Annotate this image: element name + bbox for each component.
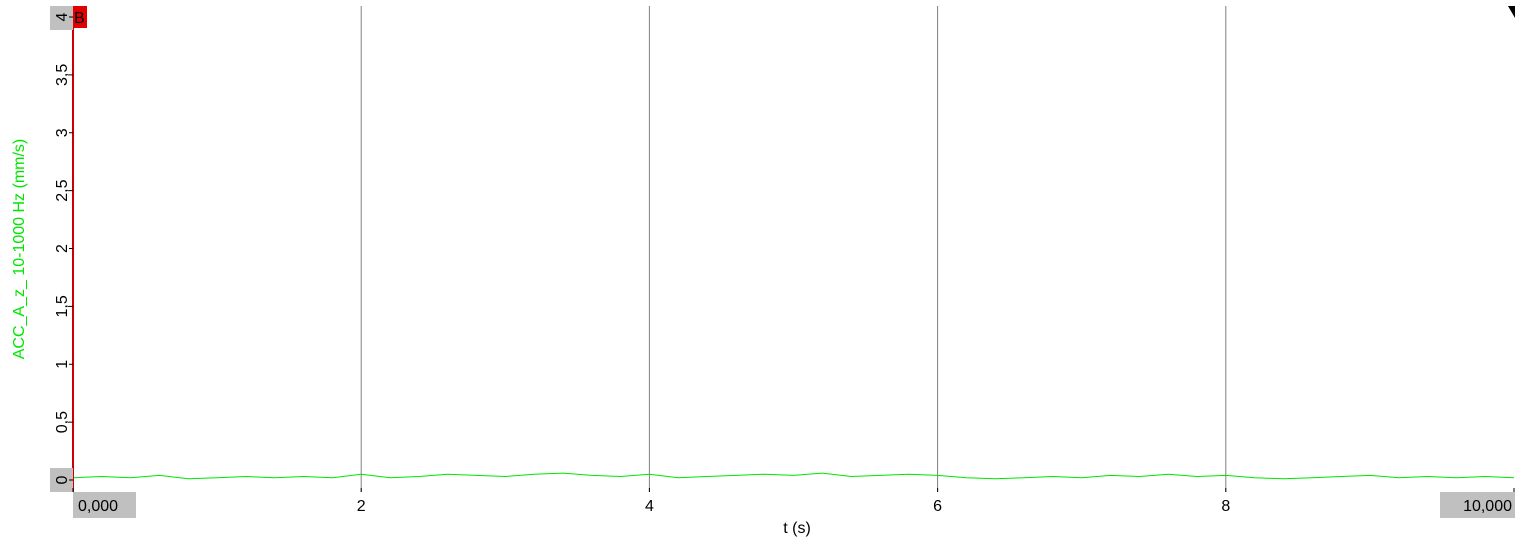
- y-max-badge: [50, 6, 73, 30]
- cursor-label: B: [74, 10, 85, 27]
- x-min-badge: [73, 492, 136, 518]
- series-line: [72, 472, 1515, 480]
- x-max-badge: [1440, 492, 1515, 518]
- x-axis-title: t (s): [783, 520, 811, 537]
- y-tick-label: 2,5: [54, 179, 71, 201]
- y-min-badge: [50, 468, 73, 492]
- y-tick-label: 0,5: [54, 411, 71, 433]
- series-layer: [72, 472, 1515, 480]
- x-tick-label: 2: [357, 498, 366, 515]
- y-tick-label: 3,5: [54, 64, 71, 86]
- y-tick-label: 1,5: [54, 295, 71, 317]
- y-axis-title: ACC_A_z_ 10-1000 Hz (mm/s): [11, 139, 28, 360]
- x-axis: 0,000 2 4 6 8 10,000: [72, 488, 1515, 518]
- y-axis: 0 0,5 1 1,5 2 2,5 3 3,5 4: [50, 6, 73, 492]
- cursor-badge[interactable]: [73, 6, 87, 28]
- x-tick-label: 0,000: [78, 498, 118, 515]
- grid: [360, 6, 1227, 492]
- x-tick-label: 4: [645, 498, 654, 515]
- y-tick-label: 4: [54, 12, 71, 21]
- x-tick-label: 8: [1221, 498, 1230, 515]
- corner-marker-icon: [1508, 6, 1515, 18]
- x-tick-label: 6: [933, 498, 942, 515]
- plot-area: [73, 6, 1515, 492]
- x-tick-label: 10,000: [1463, 498, 1512, 515]
- y-tick-label: 3: [54, 128, 71, 137]
- y-tick-label: 0: [54, 475, 71, 484]
- y-tick-label: 2: [54, 244, 71, 253]
- y-tick-label: 1: [54, 360, 71, 369]
